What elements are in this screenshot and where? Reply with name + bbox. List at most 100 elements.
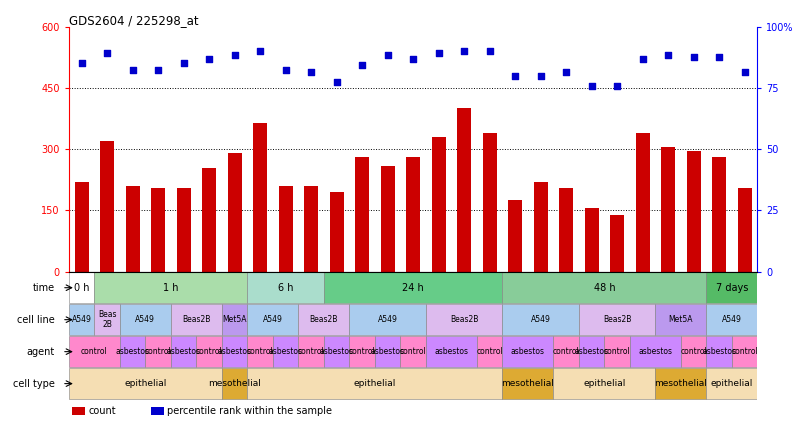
Bar <box>222 304 247 335</box>
Bar <box>604 336 630 367</box>
Bar <box>69 304 94 335</box>
Point <box>483 48 496 55</box>
Bar <box>477 336 502 367</box>
Bar <box>171 304 222 335</box>
Text: control: control <box>349 347 376 356</box>
Bar <box>502 304 579 335</box>
Bar <box>706 304 757 335</box>
Bar <box>222 368 247 399</box>
Bar <box>253 123 267 272</box>
Text: asbestos: asbestos <box>434 347 468 356</box>
Bar <box>655 368 706 399</box>
Text: epithelial: epithelial <box>124 379 167 388</box>
Text: 6 h: 6 h <box>278 283 293 293</box>
Bar <box>69 336 120 367</box>
Text: asbestos: asbestos <box>371 347 405 356</box>
Point <box>254 48 266 55</box>
Point <box>534 72 547 79</box>
Bar <box>553 368 655 399</box>
Bar <box>298 336 324 367</box>
Text: control: control <box>731 347 758 356</box>
Bar <box>661 147 675 272</box>
Point <box>713 54 726 61</box>
Text: 48 h: 48 h <box>594 283 615 293</box>
Text: asbestos: asbestos <box>116 347 150 356</box>
Point <box>177 60 190 67</box>
Text: percentile rank within the sample: percentile rank within the sample <box>168 406 332 416</box>
Text: asbestos: asbestos <box>218 347 252 356</box>
Text: Beas2B: Beas2B <box>309 315 338 324</box>
Bar <box>355 157 369 272</box>
Point <box>151 66 164 73</box>
Bar <box>502 368 553 399</box>
Text: A549: A549 <box>135 315 156 324</box>
Bar <box>553 336 579 367</box>
Bar <box>375 336 400 367</box>
Bar <box>304 186 318 272</box>
Text: A549: A549 <box>71 315 92 324</box>
Bar <box>202 167 216 272</box>
Bar <box>738 188 752 272</box>
Bar <box>273 336 298 367</box>
Text: Met5A: Met5A <box>668 315 693 324</box>
Bar <box>177 188 190 272</box>
Bar <box>247 272 324 303</box>
Bar <box>279 186 292 272</box>
Point <box>126 66 139 73</box>
Point <box>356 62 369 69</box>
Text: asbestos: asbestos <box>638 347 672 356</box>
Text: asbestos: asbestos <box>167 347 201 356</box>
Bar <box>126 186 139 272</box>
Text: cell type: cell type <box>13 379 55 388</box>
Text: control: control <box>298 347 325 356</box>
Bar <box>681 336 706 367</box>
Text: 1 h: 1 h <box>163 283 178 293</box>
Point <box>305 68 318 75</box>
Bar <box>706 368 757 399</box>
Bar <box>687 151 701 272</box>
Bar <box>559 188 573 272</box>
Point <box>432 50 445 57</box>
Bar <box>400 336 426 367</box>
Text: asbestos: asbestos <box>511 347 545 356</box>
Bar <box>247 336 273 367</box>
Bar <box>94 272 247 303</box>
Text: cell line: cell line <box>17 315 55 325</box>
Bar <box>630 336 681 367</box>
Bar <box>502 336 553 367</box>
Bar <box>636 133 650 272</box>
Text: epithelial: epithelial <box>354 379 396 388</box>
Bar <box>349 304 426 335</box>
Point <box>279 66 292 73</box>
Bar <box>349 336 375 367</box>
Text: Beas
2B: Beas 2B <box>98 310 117 329</box>
Bar <box>298 304 349 335</box>
Bar <box>247 368 502 399</box>
Point <box>228 52 241 59</box>
Bar <box>330 192 343 272</box>
Point <box>75 60 88 67</box>
Bar <box>706 272 757 303</box>
Point <box>382 52 394 59</box>
Point <box>100 50 113 57</box>
Bar <box>432 137 446 272</box>
Text: GDS2604 / 225298_at: GDS2604 / 225298_at <box>69 14 198 27</box>
Bar <box>222 336 247 367</box>
Text: control: control <box>196 347 223 356</box>
Bar <box>196 336 222 367</box>
Bar <box>151 188 165 272</box>
Point <box>509 72 522 79</box>
Bar <box>72 407 85 416</box>
Text: asbestos: asbestos <box>269 347 303 356</box>
Bar <box>75 182 88 272</box>
Text: 0 h: 0 h <box>74 283 89 293</box>
Text: control: control <box>81 347 108 356</box>
Bar <box>579 336 604 367</box>
Text: asbestos: asbestos <box>702 347 736 356</box>
Bar <box>706 336 732 367</box>
Text: control: control <box>476 347 503 356</box>
Text: time: time <box>33 283 55 293</box>
Bar <box>381 166 394 272</box>
Point <box>330 78 343 85</box>
Point <box>662 52 675 59</box>
